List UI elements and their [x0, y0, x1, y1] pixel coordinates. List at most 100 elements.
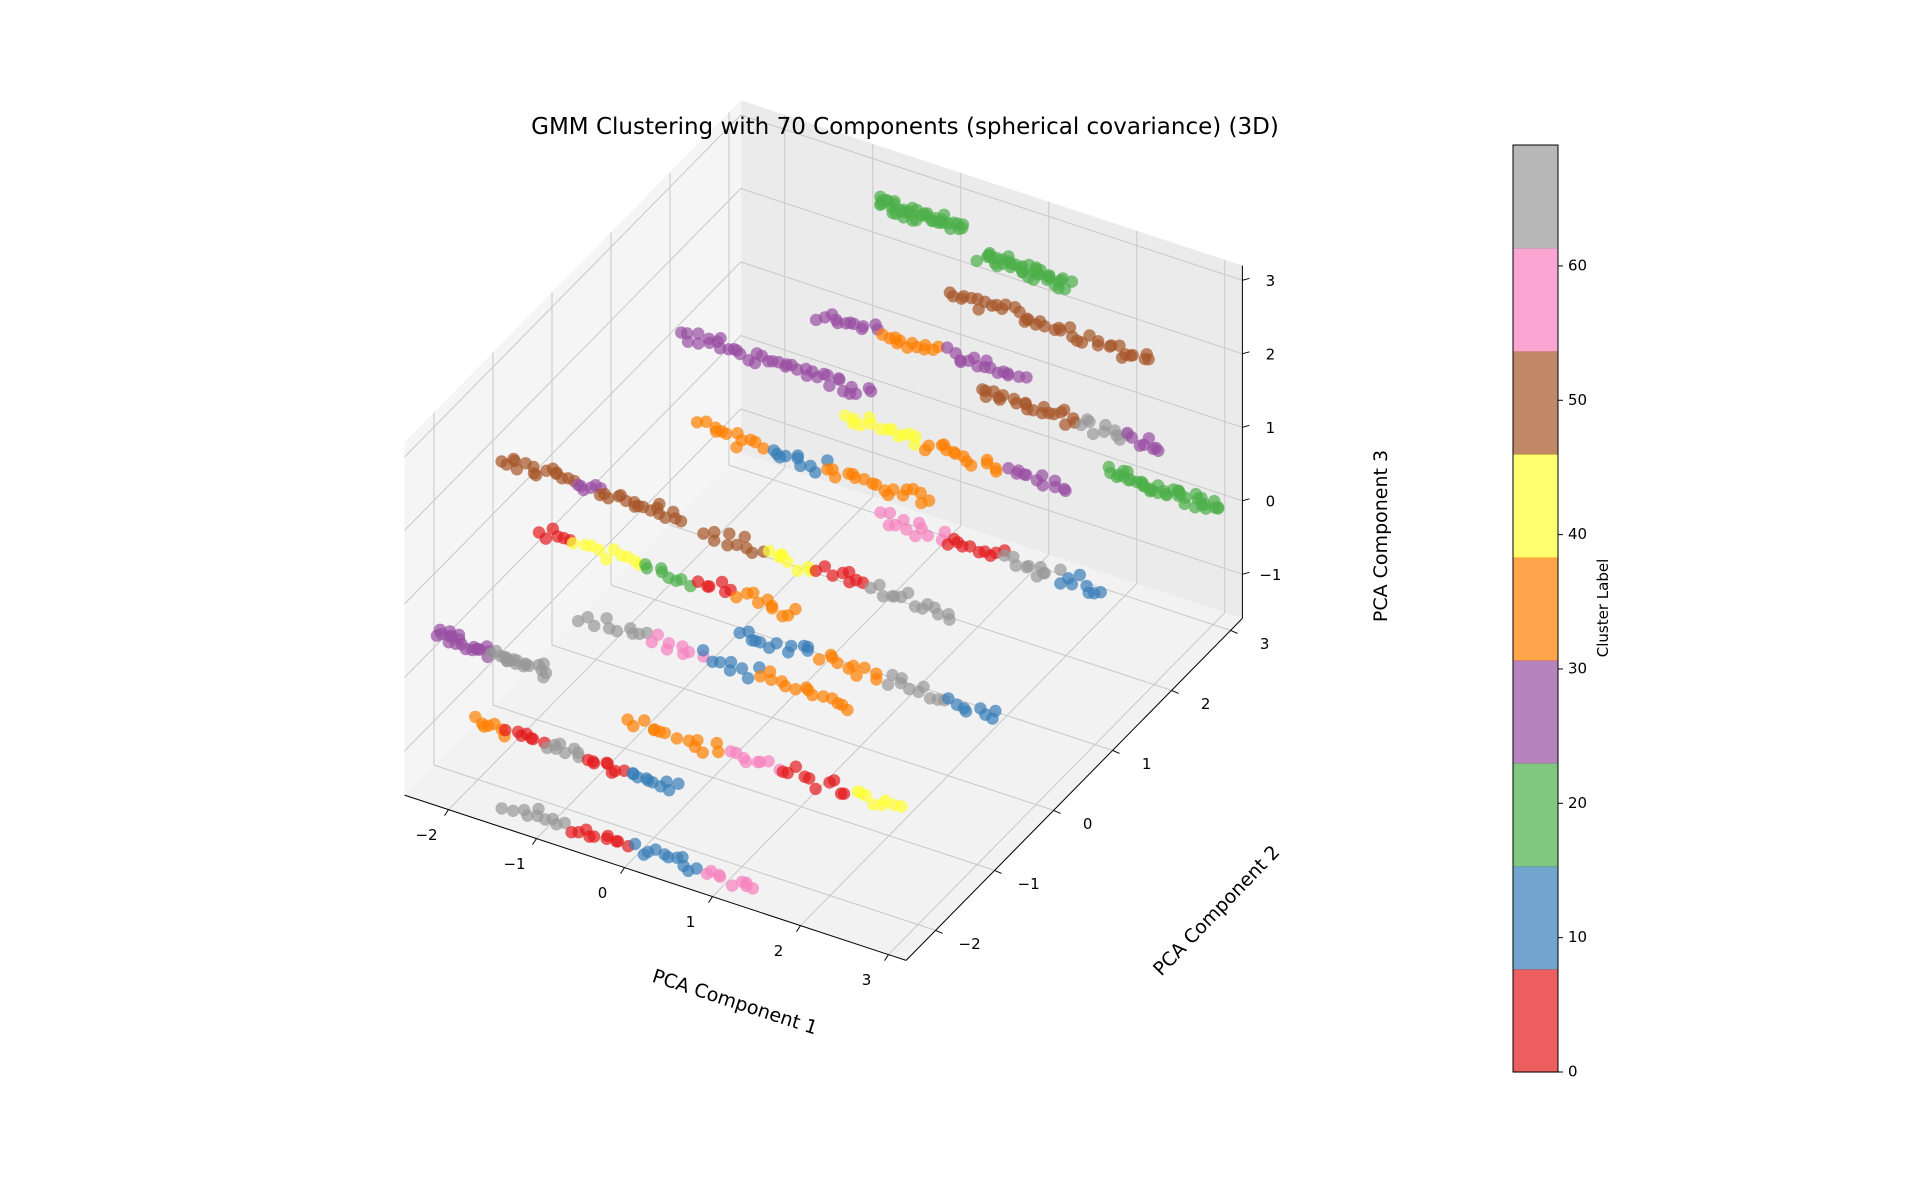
z-tick-label: 0: [1266, 492, 1276, 510]
x-axis-label: PCA Component 1: [650, 965, 821, 1039]
data-point: [955, 292, 968, 305]
data-point: [587, 830, 601, 843]
data-point: [539, 666, 553, 680]
data-point: [882, 488, 895, 502]
grid-lines: [404, 112, 1243, 955]
data-point: [638, 714, 651, 727]
data-point: [972, 303, 985, 316]
data-point: [662, 851, 675, 864]
grid-line: [492, 704, 995, 871]
data-point: [895, 800, 908, 813]
data-point: [506, 804, 520, 817]
data-point: [1152, 444, 1165, 457]
data-point: [914, 486, 927, 500]
data-point: [921, 529, 934, 542]
data-point: [746, 546, 759, 559]
data-point: [770, 637, 783, 650]
data-point: [1083, 329, 1096, 342]
data-point: [1124, 349, 1137, 362]
data-point: [692, 337, 705, 350]
x-tick-label: 1: [686, 913, 696, 931]
data-point: [1018, 468, 1031, 481]
z-tick: [1242, 571, 1250, 575]
data-point: [730, 538, 743, 552]
grid-line: [404, 188, 742, 531]
x-tick: [532, 838, 537, 845]
data-point: [873, 578, 886, 592]
data-point: [963, 540, 977, 553]
data-point: [526, 732, 540, 746]
data-point: [1058, 403, 1071, 417]
colorbar-band: [1513, 557, 1558, 661]
data-point: [826, 569, 839, 582]
data-point: [1054, 563, 1067, 576]
data-point: [990, 465, 1003, 478]
data-point: [645, 635, 658, 649]
data-point: [627, 720, 640, 733]
colorbar-band: [1513, 145, 1558, 249]
data-point: [1009, 559, 1022, 572]
data-point: [690, 862, 703, 875]
data-point: [897, 513, 910, 527]
data-point: [785, 639, 798, 653]
data-point: [703, 580, 716, 593]
data-point: [754, 670, 767, 683]
data-point: [697, 527, 710, 540]
data-point: [581, 611, 594, 624]
data-point: [640, 626, 654, 640]
data-point: [1065, 578, 1079, 591]
data-point: [829, 471, 842, 484]
data-point: [726, 879, 739, 892]
data-point: [1020, 561, 1033, 574]
data-point: [521, 809, 534, 822]
data-point: [571, 614, 585, 628]
data-point: [608, 764, 622, 778]
grid-line: [551, 644, 1054, 811]
colorbar-tick-label: 0: [1568, 1063, 1578, 1081]
data-point: [691, 575, 705, 588]
data-point: [901, 586, 915, 600]
x-tick: [620, 867, 625, 874]
data-point: [733, 347, 747, 361]
data-point: [947, 445, 960, 459]
data-point: [849, 387, 862, 400]
data-point: [529, 469, 543, 482]
data-point: [823, 379, 836, 392]
x-tick-label: 0: [598, 884, 608, 902]
data-point: [881, 678, 895, 691]
y-axis-label: PCA Component 2: [1149, 841, 1284, 980]
data-point: [762, 755, 775, 768]
data-point: [918, 343, 931, 356]
x-tick: [444, 809, 449, 816]
data-point: [681, 335, 695, 348]
data-point: [712, 745, 725, 759]
data-point: [757, 442, 770, 455]
data-point: [735, 662, 749, 675]
data-point: [1036, 479, 1050, 492]
data-point: [700, 415, 713, 428]
data-point: [600, 553, 613, 566]
data-point: [1142, 432, 1156, 445]
data-point: [781, 555, 794, 568]
grid-line: [740, 114, 1243, 281]
data-point: [1142, 353, 1155, 366]
y-tick-label: 3: [1260, 635, 1270, 653]
x-tick-label: −1: [503, 855, 525, 873]
z-tick: [1242, 351, 1250, 355]
data-point: [864, 417, 878, 431]
z-tick-label: 2: [1266, 345, 1276, 363]
data-point: [1178, 497, 1191, 511]
data-point: [653, 497, 666, 511]
data-point: [803, 772, 816, 785]
data-point: [858, 661, 871, 674]
data-point: [1057, 482, 1071, 496]
data-point: [739, 755, 753, 769]
data-point: [1211, 502, 1225, 515]
data-point: [724, 655, 738, 669]
data-point: [1054, 324, 1067, 337]
data-point: [818, 560, 831, 573]
data-point: [721, 539, 734, 552]
colorbar-tick-label: 40: [1568, 525, 1587, 543]
colorbar-band: [1513, 454, 1558, 558]
